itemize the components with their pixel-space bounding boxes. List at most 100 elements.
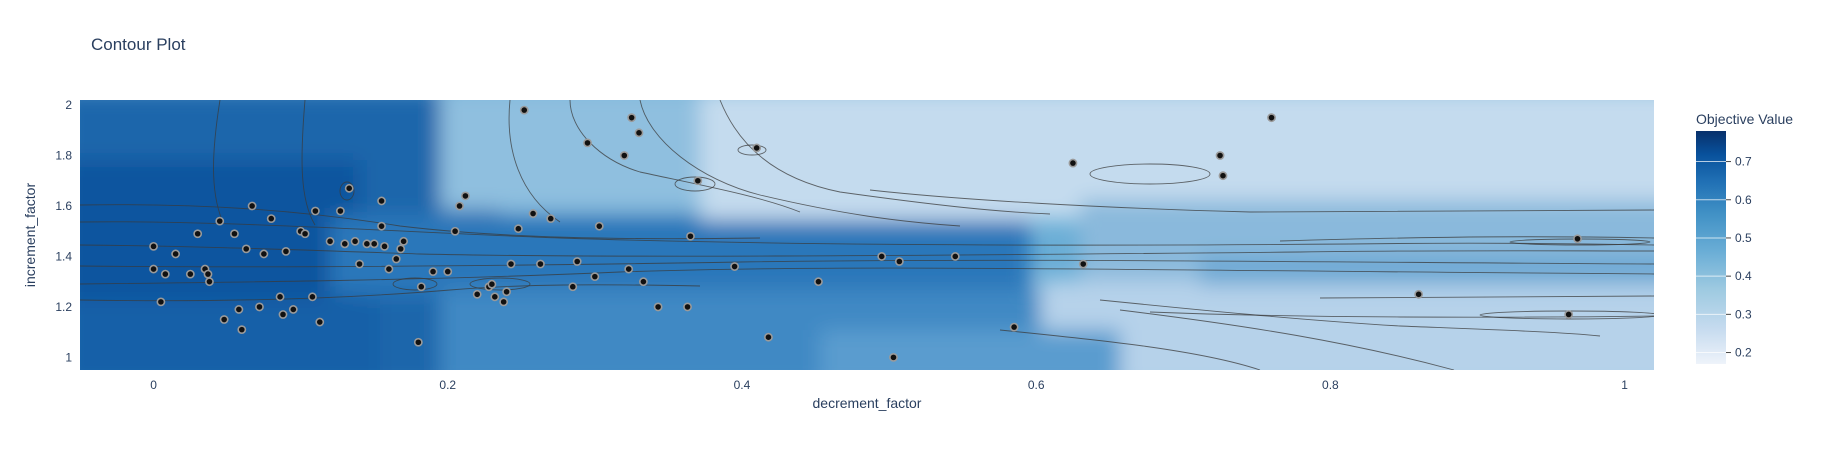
data-point [1573,234,1582,244]
data-point [894,257,904,266]
contour-line [80,244,1654,257]
x-tick-label: 0.2 [439,378,456,392]
data-point [619,151,629,160]
data-point [594,221,604,231]
y-axis-title: increment_factor [22,183,38,288]
contour-line [999,329,1261,370]
data-point [399,236,409,246]
contour-line [301,100,316,226]
y-tick-label: 2 [65,98,72,112]
data-point [686,231,695,241]
chart-title: Contour Plot [91,35,186,54]
colorbar-tick-label: 0.3 [1735,307,1752,321]
data-point [344,183,354,193]
x-tick-label: 0 [150,378,157,392]
data-point [300,229,310,239]
data-point [752,143,762,153]
data-point [461,191,470,201]
data-point [877,252,887,261]
contour-line [1119,309,1455,370]
data-point [546,214,556,223]
contour-line [569,100,801,213]
contour-line [1149,311,1654,318]
x-tick-label: 1 [1621,378,1628,392]
contour-line [869,189,1654,213]
data-point [149,241,158,251]
y-tick-label: 1.6 [55,199,72,213]
field-right-band [1200,255,1654,285]
data-point [502,287,511,297]
contour-line [1099,299,1601,337]
contour-line [639,100,961,227]
contour-line [508,100,561,223]
plot-area [80,100,1654,370]
colorbar-tick-label: 0.5 [1735,231,1752,245]
y-tick-label: 1.2 [55,300,72,314]
data-point [234,305,244,314]
data-point [499,297,509,307]
data-point [149,264,158,274]
data-point [160,269,170,279]
contour-line [1279,236,1654,242]
data-point [639,277,648,287]
x-tick-label: 0.4 [734,378,751,392]
data-point [259,249,269,259]
data-point [536,259,545,269]
colorbar: Objective Value 0.2 0.3 0.4 0.5 0.6 0.7 [1696,111,1793,364]
data-point [377,196,386,206]
data-point [391,254,401,264]
data-point [281,247,291,256]
data-point [156,297,166,307]
data-point [1218,171,1228,181]
data-point [308,292,317,302]
contour-loop [392,277,438,291]
data-point [205,277,214,287]
y-tick-label: 1.4 [55,249,72,263]
data-point [1414,289,1424,299]
data-point [764,332,773,342]
contour-line [80,267,1654,285]
data-point [490,292,500,302]
data-point [335,206,345,216]
contour-loop [469,277,531,291]
x-axis-title: decrement_factor [813,395,922,411]
data-point [583,138,592,148]
data-point [185,269,195,279]
contour-line [213,100,223,221]
data-point [634,128,644,138]
data-point [369,239,379,249]
data-point [683,302,692,312]
data-point [528,209,538,218]
data-point [275,292,285,302]
data-point [413,337,423,347]
data-point [247,201,257,211]
contour-loop [674,176,716,192]
colorbar-tick-label: 0.2 [1735,346,1752,360]
data-point [472,289,482,299]
data-point [237,325,247,335]
data-point [340,239,350,249]
data-point [487,279,497,289]
contour-lines [80,100,1654,370]
data-point [362,239,372,249]
contour-line [719,100,1051,215]
data-point [255,302,264,312]
data-point [428,267,438,276]
y-tick-label: 1 [65,350,72,364]
data-point [325,236,335,246]
data-point [450,226,460,236]
contour-line [80,284,701,302]
data-point [889,352,898,362]
field-lower-right [1040,280,1654,370]
data-point [627,113,637,123]
data-point [693,176,703,186]
data-point [288,305,298,314]
data-point [519,105,529,115]
y-axis-ticks: 1 1.2 1.4 1.6 1.8 2 [55,98,72,364]
colorbar-tick-label: 0.6 [1735,193,1752,207]
contour-line [1319,295,1654,299]
data-point [814,277,823,287]
contour-loop [339,181,355,201]
data-point [455,201,464,211]
colorbar-gradient [1696,131,1726,364]
